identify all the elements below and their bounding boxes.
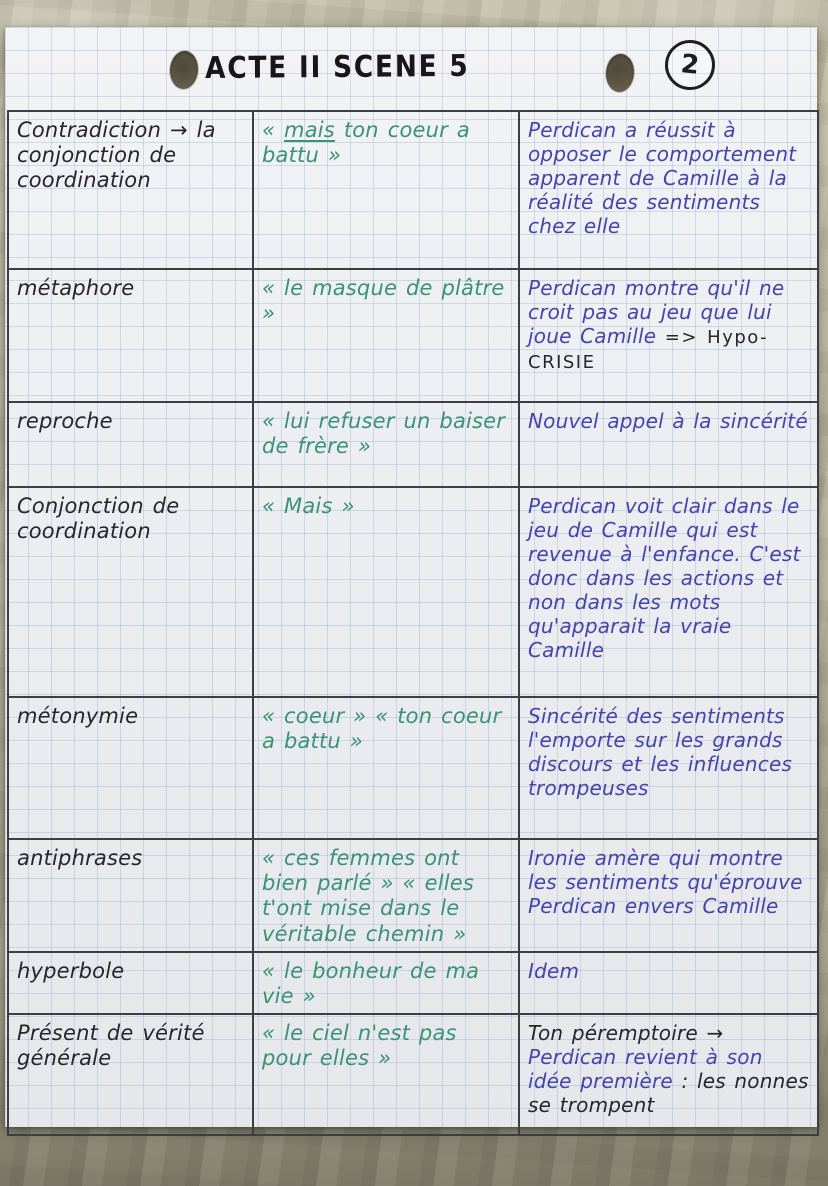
page-title: ACTE II SCENE 5 (205, 48, 470, 86)
analysis-cell: Perdican montre qu'il ne croit pas au je… (518, 270, 817, 401)
table-row: métaphore « le masque de plâtre » Perdic… (9, 268, 817, 401)
analysis-black-text: : les nonnes se trompent (528, 1069, 809, 1118)
analysis-cell: Nouvel appel à la sincérité (518, 403, 817, 486)
analysis-cell: Idem (518, 952, 817, 1014)
analysis-black-text: => Hypo-CRISIE (528, 327, 769, 373)
analysis-cell: Ton péremptoire → Perdican revient à son… (518, 1015, 817, 1135)
device-cell: hyperbole (17, 958, 125, 983)
quote-cell: « coeur » « ton coeur a battu » (252, 698, 518, 838)
table-row: Conjonction de coordination « Mais » Per… (9, 486, 817, 696)
punch-hole-icon (604, 53, 636, 93)
device-cell: antiphrases (17, 846, 143, 870)
quote-cell: « Mais » (252, 488, 518, 696)
table-row: Présent de vérité générale « le ciel n'e… (9, 1013, 817, 1135)
analysis-cell: Perdican voit clair dans le jeu de Camil… (518, 488, 817, 696)
table-row: antiphrases « ces femmes ont bien parlé … (9, 838, 817, 951)
table-row: Contradiction → la conjonction de coordi… (9, 110, 817, 268)
analysis-text: Perdican montre qu'il ne croit pas au je… (528, 276, 785, 348)
quote-cell: « lui refuser un baiser de frère » (252, 403, 518, 486)
analysis-black-lead: Ton péremptoire → (528, 1021, 724, 1046)
analysis-cell: Perdican a réussit à opposer le comporte… (518, 112, 817, 268)
table-row: métonymie « coeur » « ton coeur a battu … (9, 696, 817, 838)
device-cell: métaphore (17, 276, 135, 300)
quote-underlined-word: mais (284, 118, 335, 142)
quote-cell: « ces femmes ont bien parlé » « elles t'… (252, 840, 518, 951)
quote-cell: « mais ton coeur a battu » (252, 112, 518, 268)
device-cell: Présent de vérité générale (17, 1021, 205, 1071)
analysis-text: Perdican revient à son idée première (528, 1045, 763, 1094)
quote-rest: ton coeur a battu » (262, 118, 470, 168)
quote-cell: « le masque de plâtre » (252, 270, 518, 401)
analysis-cell: Sincérité des sentiments l'emporte sur l… (518, 698, 817, 838)
table-row: reproche « lui refuser un baiser de frèr… (9, 401, 817, 486)
quote-cell: « le ciel n'est pas pour elles » (252, 1015, 518, 1135)
punch-hole-icon (168, 50, 200, 90)
quote-open: « (262, 118, 285, 142)
device-cell: Conjonction de coordination (17, 494, 180, 544)
device-cell: Contradiction → la conjonction de coordi… (17, 118, 216, 193)
analysis-table: Contradiction → la conjonction de coordi… (7, 110, 819, 1137)
quote-cell: « le bonheur de ma vie » (252, 952, 518, 1014)
table-row: hyperbole « le bonheur de ma vie » Idem (9, 950, 817, 1014)
notebook-page: ACTE II SCENE 5 2 Contradiction → la con… (5, 27, 819, 1137)
device-cell: métonymie (17, 704, 139, 728)
page-number-badge: 2 (662, 37, 718, 93)
device-cell: reproche (17, 409, 113, 433)
analysis-cell: Ironie amère qui montre les sentiments q… (518, 840, 817, 951)
